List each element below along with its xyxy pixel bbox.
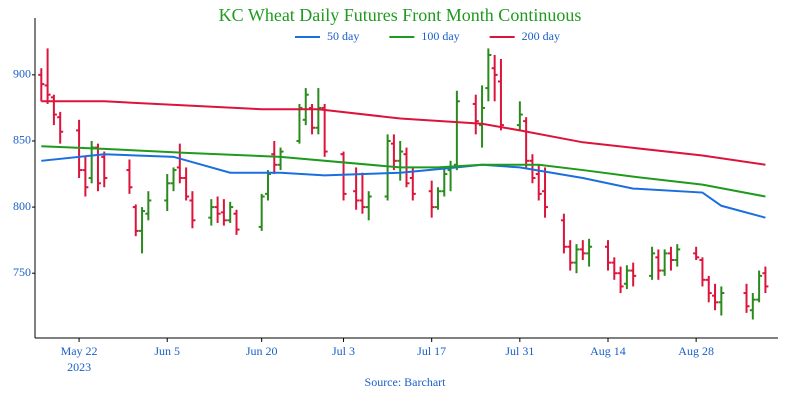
x-tick-label: Aug 14	[590, 344, 626, 358]
x-tick-label: Jun 5	[154, 344, 180, 358]
source-note: Source: Barchart	[365, 375, 447, 389]
y-tick-label: 900	[13, 67, 31, 81]
x-tick-label: Jul 17	[417, 344, 446, 358]
x-tick-label: Jul 31	[505, 344, 534, 358]
legend-label: 100 day	[421, 29, 459, 43]
x-tick-label: May 22	[61, 344, 98, 358]
chart-title: KC Wheat Daily Futures Front Month Conti…	[219, 5, 582, 25]
x-tick-label: Jul 3	[332, 344, 355, 358]
year-label: 2023	[67, 360, 91, 374]
legend-label: 200 day	[522, 29, 560, 43]
y-tick-label: 800	[13, 199, 31, 213]
moving-average-line	[41, 145, 766, 198]
y-tick-label: 850	[13, 133, 31, 147]
x-tick-label: Jun 20	[246, 344, 278, 358]
moving-average-line	[41, 100, 766, 166]
legend-label: 50 day	[327, 29, 359, 43]
x-tick-label: Aug 28	[678, 344, 714, 358]
y-tick-label: 750	[13, 265, 31, 279]
moving-average-line	[41, 153, 766, 219]
